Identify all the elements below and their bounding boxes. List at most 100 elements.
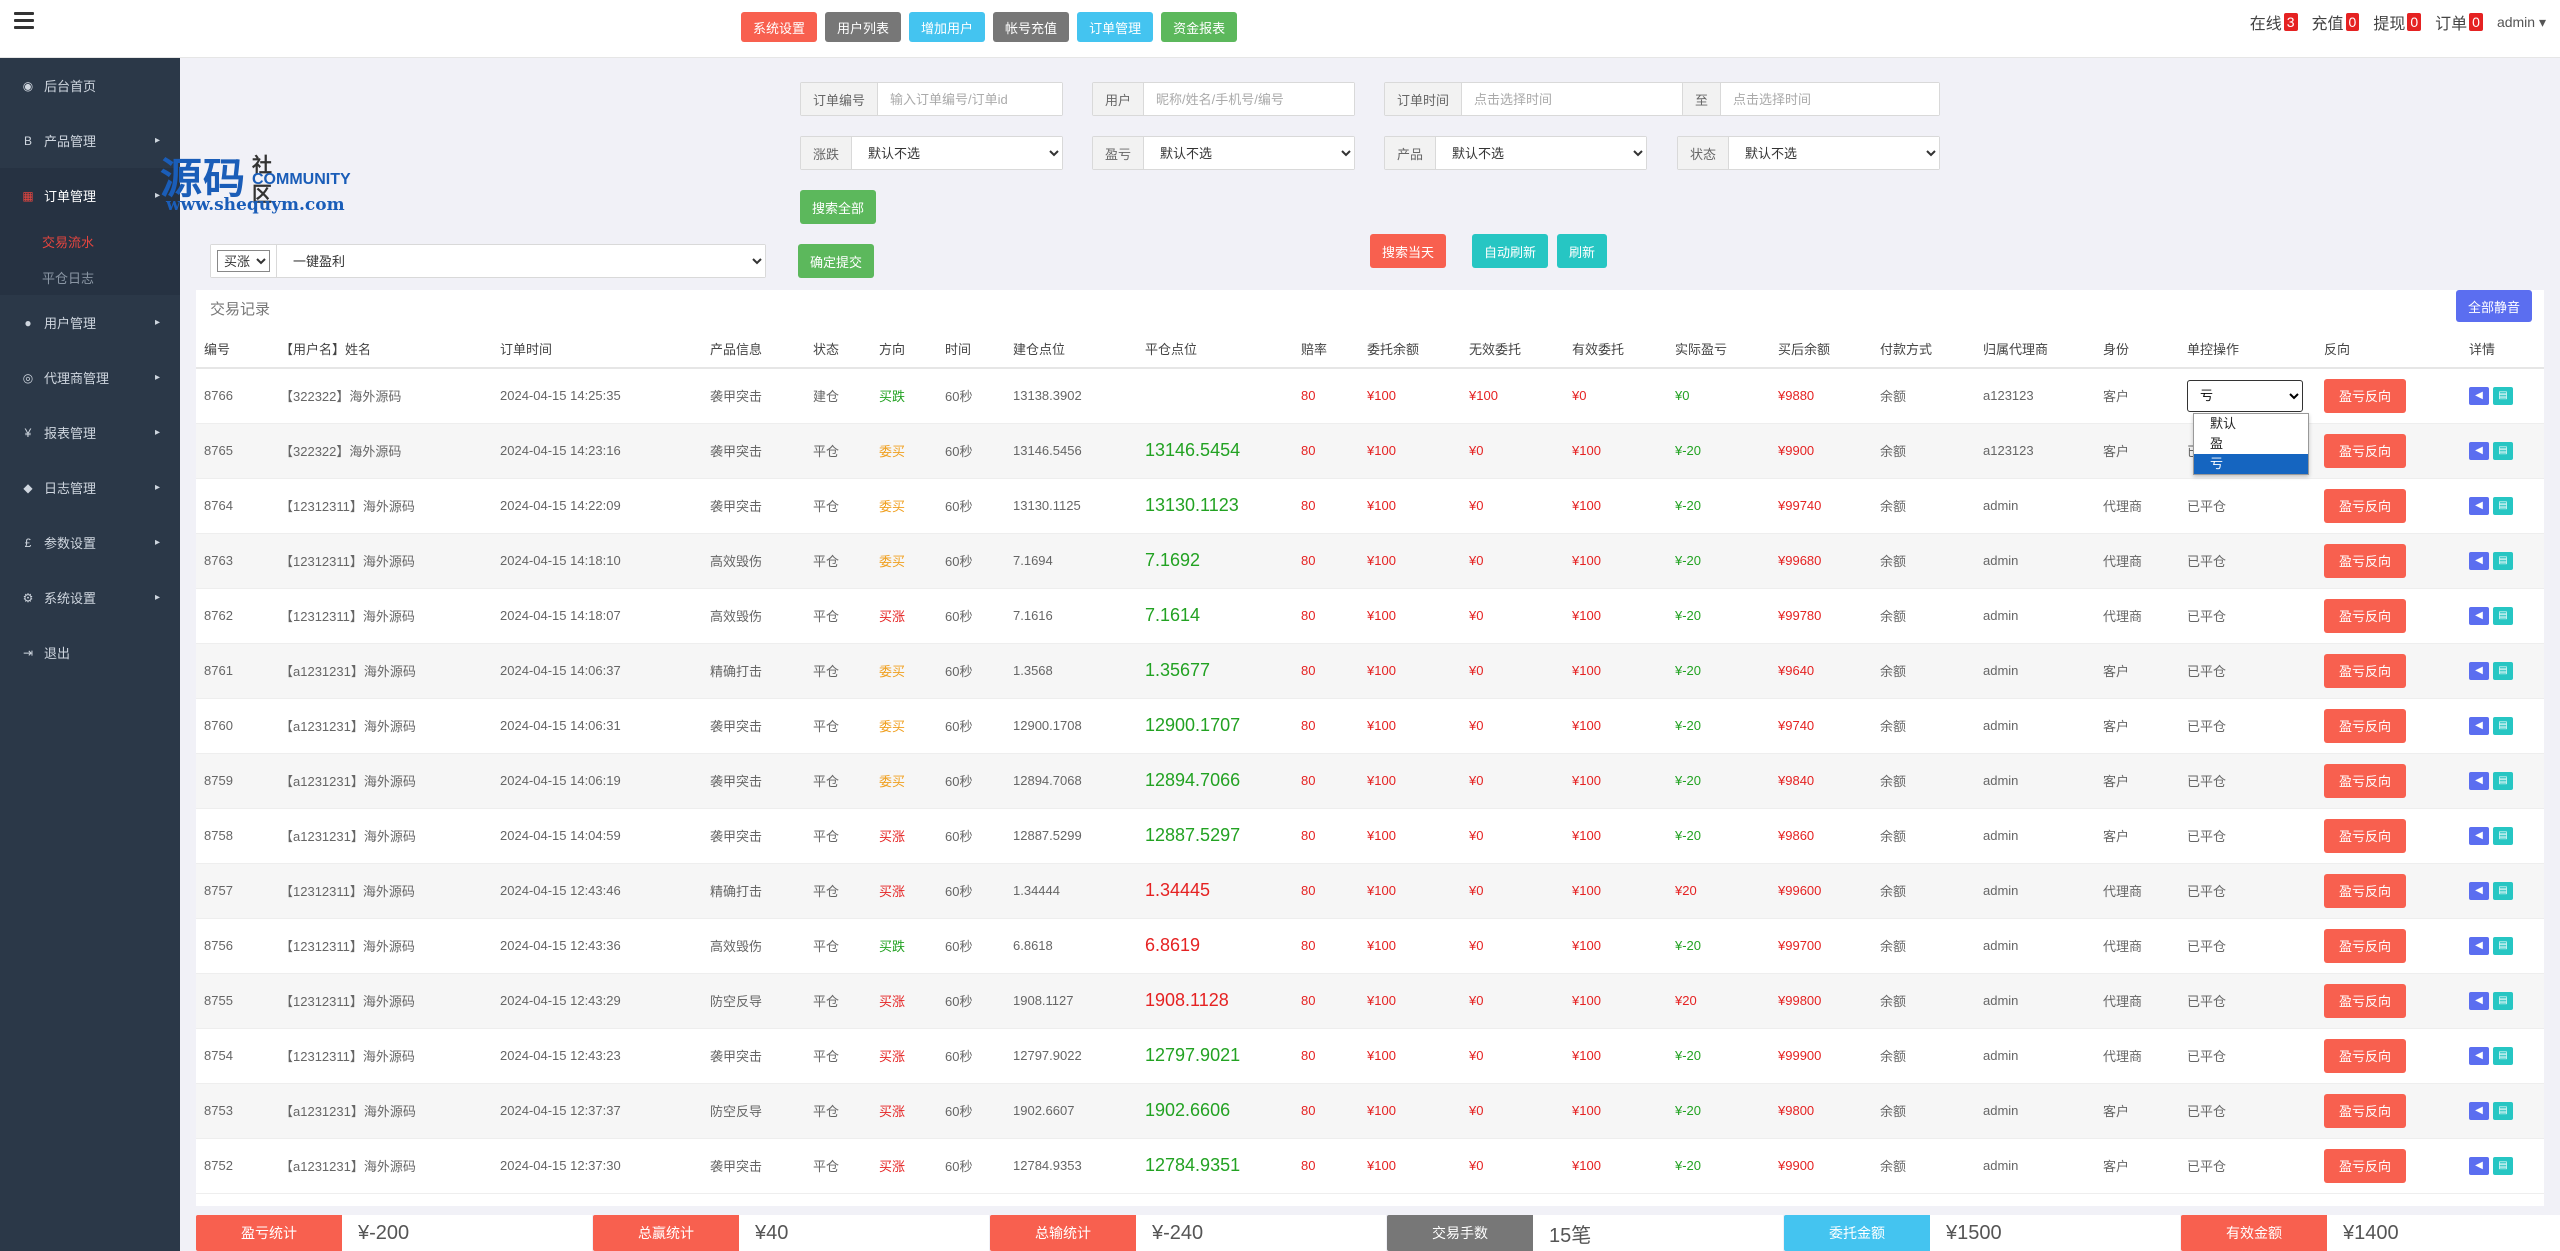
bulk-action-select[interactable]: 一键盈利 — [277, 245, 765, 277]
speaker-icon[interactable]: ◀ — [2469, 771, 2489, 790]
cell-open: 13138.3902 — [1005, 368, 1137, 424]
topnav-button-2[interactable]: 增加用户 — [909, 12, 986, 42]
mute-all-button[interactable]: 全部静音 — [2456, 290, 2533, 322]
topnav-button-1[interactable]: 用户列表 — [825, 12, 902, 42]
reverse-pnl-button[interactable]: 盈亏反向 — [2324, 1148, 2406, 1183]
detail-icon[interactable]: ▤ — [2493, 991, 2513, 1010]
cell-entrust: ¥100 — [1359, 973, 1461, 1029]
ctrl-option-2[interactable]: 亏 — [2194, 454, 2308, 474]
speaker-icon[interactable]: ◀ — [2469, 1101, 2489, 1120]
reverse-pnl-button[interactable]: 盈亏反向 — [2324, 818, 2406, 853]
speaker-icon[interactable]: ◀ — [2469, 991, 2489, 1010]
detail-icon[interactable]: ▤ — [2493, 1156, 2513, 1175]
rise-fall-select[interactable]: 默认不选 — [852, 137, 1062, 169]
topnav-button-4[interactable]: 订单管理 — [1077, 12, 1154, 42]
topnav-button-0[interactable]: 系统设置 — [741, 12, 818, 42]
detail-icon[interactable]: ▤ — [2493, 936, 2513, 955]
stat-1[interactable]: 充值 0 — [2312, 10, 2360, 34]
stat-3[interactable]: 订单 0 — [2435, 10, 2483, 34]
bulk-dir-select[interactable]: 买涨 — [217, 250, 270, 272]
sidebar-item-7[interactable]: £ 参数设置 ▸ — [0, 515, 180, 570]
topnav-button-5[interactable]: 资金报表 — [1161, 12, 1238, 42]
cell-detail: ◀ ▤ — [2461, 423, 2544, 479]
cell-dir: 委买 — [871, 423, 937, 479]
cell-product: 精确打击 — [702, 643, 805, 699]
sidebar-item-4[interactable]: ◎ 代理商管理 ▸ — [0, 350, 180, 405]
order-time-start-input[interactable] — [1462, 83, 1683, 115]
detail-icon[interactable]: ▤ — [2493, 1101, 2513, 1120]
speaker-icon[interactable]: ◀ — [2469, 881, 2489, 900]
order-time-end-input[interactable] — [1721, 83, 1939, 115]
reverse-pnl-button[interactable]: 盈亏反向 — [2324, 873, 2406, 908]
speaker-icon[interactable]: ◀ — [2469, 661, 2489, 680]
detail-icon[interactable]: ▤ — [2493, 496, 2513, 515]
detail-icon[interactable]: ▤ — [2493, 661, 2513, 680]
reverse-pnl-button[interactable]: 盈亏反向 — [2324, 543, 2406, 578]
detail-icon[interactable]: ▤ — [2493, 826, 2513, 845]
hamburger-menu-icon[interactable] — [14, 12, 34, 32]
speaker-icon[interactable]: ◀ — [2469, 606, 2489, 625]
status-select[interactable]: 默认不选 — [1729, 137, 1939, 169]
sidebar-item-5[interactable]: ¥ 报表管理 ▸ — [0, 405, 180, 460]
reverse-pnl-button[interactable]: 盈亏反向 — [2324, 928, 2406, 963]
status-field: 状态 默认不选 — [1677, 136, 1940, 170]
sidebar-item-8[interactable]: ⚙ 系统设置 ▸ — [0, 570, 180, 625]
speaker-icon[interactable]: ◀ — [2469, 441, 2489, 460]
speaker-icon[interactable]: ◀ — [2469, 1156, 2489, 1175]
speaker-icon[interactable]: ◀ — [2469, 551, 2489, 570]
reverse-pnl-button[interactable]: 盈亏反向 — [2324, 433, 2406, 468]
product-select[interactable]: 默认不选 — [1436, 137, 1646, 169]
ctrl-select[interactable]: 亏 — [2187, 379, 2303, 412]
speaker-icon[interactable]: ◀ — [2469, 716, 2489, 735]
speaker-icon[interactable]: ◀ — [2469, 936, 2489, 955]
sidebar-item-0[interactable]: ◉ 后台首页 — [0, 58, 180, 113]
speaker-icon[interactable]: ◀ — [2469, 826, 2489, 845]
stat-2[interactable]: 提现 0 — [2373, 10, 2422, 34]
detail-icon[interactable]: ▤ — [2493, 551, 2513, 570]
reverse-pnl-button[interactable]: 盈亏反向 — [2324, 983, 2406, 1018]
detail-icon[interactable]: ▤ — [2493, 716, 2513, 735]
sidebar-item-2[interactable]: ▦ 订单管理 ▸ — [0, 168, 180, 223]
reverse-pnl-button[interactable]: 盈亏反向 — [2324, 1093, 2406, 1128]
cell-odds: 80 — [1293, 1083, 1359, 1139]
reverse-pnl-button[interactable]: 盈亏反向 — [2324, 598, 2406, 633]
topnav-button-3[interactable]: 帐号充值 — [993, 12, 1070, 42]
confirm-submit-button[interactable]: 确定提交 — [798, 244, 875, 278]
ctrl-option-0[interactable]: 默认 — [2210, 416, 2237, 431]
search-all-button[interactable]: 搜索全部 — [800, 190, 877, 224]
reverse-pnl-button[interactable]: 盈亏反向 — [2324, 763, 2406, 798]
status-label: 状态 — [1678, 137, 1730, 169]
reverse-pnl-button[interactable]: 盈亏反向 — [2324, 708, 2406, 743]
sidebar-item-6[interactable]: ◆ 日志管理 ▸ — [0, 460, 180, 515]
agent-icon: ◎ — [22, 370, 34, 385]
refresh-button[interactable]: 刷新 — [1557, 234, 1608, 268]
detail-icon[interactable]: ▤ — [2493, 771, 2513, 790]
speaker-icon[interactable]: ◀ — [2469, 496, 2489, 515]
speaker-icon[interactable]: ◀ — [2469, 386, 2489, 405]
admin-user-menu[interactable]: admin ▾ — [2497, 14, 2546, 31]
reverse-pnl-button[interactable]: 盈亏反向 — [2324, 653, 2406, 688]
detail-icon[interactable]: ▤ — [2493, 881, 2513, 900]
order-no-input[interactable] — [878, 83, 1062, 115]
reverse-pnl-button[interactable]: 盈亏反向 — [2324, 378, 2406, 413]
profit-loss-select[interactable]: 默认不选 — [1144, 137, 1354, 169]
search-today-button[interactable]: 搜索当天 — [1370, 234, 1447, 268]
auto-refresh-button[interactable]: 自动刷新 — [1472, 234, 1549, 268]
stat-0[interactable]: 在线 3 — [2250, 10, 2298, 34]
sidebar-item-9[interactable]: ⇥ 退出 — [0, 625, 180, 680]
sidebar-item-1[interactable]: B 产品管理 ▸ — [0, 113, 180, 168]
detail-icon[interactable]: ▤ — [2493, 441, 2513, 460]
detail-icon[interactable]: ▤ — [2493, 386, 2513, 405]
cell-dur: 60秒 — [937, 973, 1005, 1029]
reverse-pnl-button[interactable]: 盈亏反向 — [2324, 1038, 2406, 1073]
reverse-pnl-button[interactable]: 盈亏反向 — [2324, 488, 2406, 523]
sidebar-subitem-0[interactable]: 交易流水 — [0, 223, 180, 259]
ctrl-option-1[interactable]: 盈 — [2210, 436, 2224, 451]
user-input[interactable] — [1144, 83, 1354, 115]
cell-entrust: ¥100 — [1359, 478, 1461, 534]
detail-icon[interactable]: ▤ — [2493, 1046, 2513, 1065]
detail-icon[interactable]: ▤ — [2493, 606, 2513, 625]
sidebar-subitem-1[interactable]: 平仓日志 — [0, 259, 180, 295]
sidebar-item-3[interactable]: ● 用户管理 ▸ — [0, 295, 180, 350]
speaker-icon[interactable]: ◀ — [2469, 1046, 2489, 1065]
